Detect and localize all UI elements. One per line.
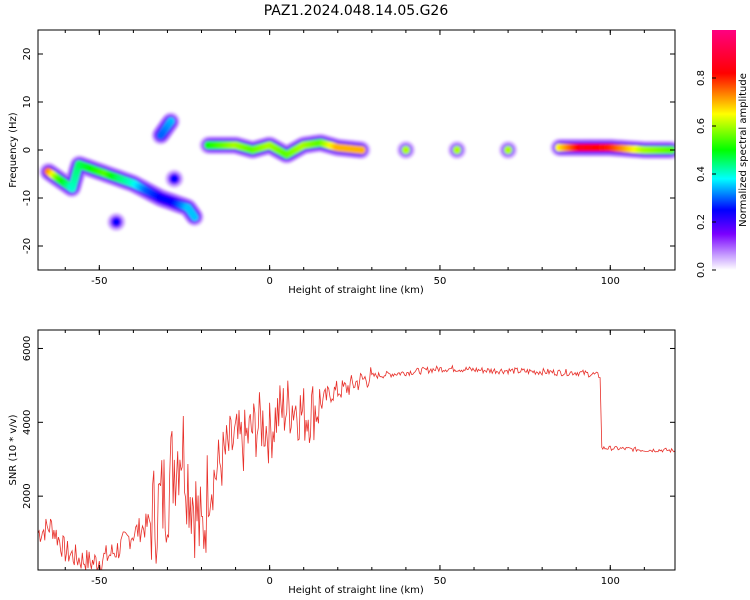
spectrogram-x-axis-label: Height of straight line (km) bbox=[288, 285, 424, 296]
x-tick-label: 50 bbox=[434, 276, 447, 287]
spectrogram-ridge-blob bbox=[156, 131, 165, 140]
figure-title: PAZ1.2024.048.14.05.G26 bbox=[264, 3, 449, 19]
x-tick-label: -50 bbox=[91, 576, 107, 587]
y-tick-label: 6000 bbox=[22, 336, 33, 361]
colorbar-ticks: 0.0 0.2 0.4 0.6 0.8 bbox=[696, 70, 716, 278]
spectrogram-ridge-blob bbox=[112, 218, 121, 226]
snr-frame bbox=[37, 329, 676, 571]
spectrogram-ridge-blob bbox=[190, 213, 199, 222]
y-tick-label: 0 bbox=[22, 147, 33, 153]
y-tick-label: -20 bbox=[22, 238, 33, 254]
snr-plot-area bbox=[38, 364, 675, 570]
spectrogram-panel: -50 0 50 100 -20 -10 0 10 20 Height of straight … bbox=[8, 29, 676, 296]
y-tick-label: -10 bbox=[22, 190, 33, 206]
colorbar-tick-label: 0.2 bbox=[696, 214, 707, 230]
x-tick-label: 0 bbox=[266, 576, 272, 587]
spectrogram-ridge-blob bbox=[504, 146, 513, 154]
spectrogram-ridge-blob bbox=[453, 146, 461, 154]
snr-series-line bbox=[38, 364, 675, 570]
x-tick-label: -50 bbox=[91, 276, 107, 287]
x-tick-label: 100 bbox=[601, 276, 620, 287]
colorbar-tick-label: 0.4 bbox=[696, 166, 707, 182]
spectrogram-ridge bbox=[39, 112, 675, 231]
snr-ticks: -50 0 50 100 2000 4000 6000 bbox=[22, 330, 675, 587]
snr-y-axis-label: SNR (10 * v/v) bbox=[8, 414, 19, 485]
x-tick-label: 50 bbox=[434, 576, 447, 587]
spectrogram-ridge-blob bbox=[401, 146, 410, 154]
y-tick-label: 20 bbox=[22, 48, 33, 61]
colorbar: 0.0 0.2 0.4 0.6 0.8 Normalized spectral ampl… bbox=[696, 30, 749, 278]
snr-panel: -50 0 50 100 2000 4000 6000 Height of straight… bbox=[8, 329, 676, 596]
colorbar-tick-label: 0.6 bbox=[696, 118, 707, 134]
y-tick-label: 10 bbox=[22, 96, 33, 109]
y-tick-label: 2000 bbox=[22, 483, 33, 508]
colorbar-tick-label: 0.0 bbox=[696, 262, 707, 278]
colorbar-gradient bbox=[712, 30, 736, 270]
colorbar-tick-label: 0.8 bbox=[696, 70, 707, 86]
spectrogram-ridge-blob bbox=[357, 146, 366, 154]
snr-x-axis-label: Height of straight line (km) bbox=[288, 585, 424, 596]
spectrogram-ridge-blob bbox=[170, 174, 179, 183]
x-tick-label: 100 bbox=[601, 576, 620, 587]
spectrogram-y-axis-label: Frequency (Hz) bbox=[8, 112, 19, 188]
x-tick-label: 0 bbox=[266, 276, 272, 287]
spectrogram-ticks: -50 0 50 100 -20 -10 0 10 20 bbox=[22, 30, 675, 287]
colorbar-label: Normalized spectral amplitude bbox=[738, 73, 749, 227]
y-tick-label: 4000 bbox=[22, 410, 33, 435]
